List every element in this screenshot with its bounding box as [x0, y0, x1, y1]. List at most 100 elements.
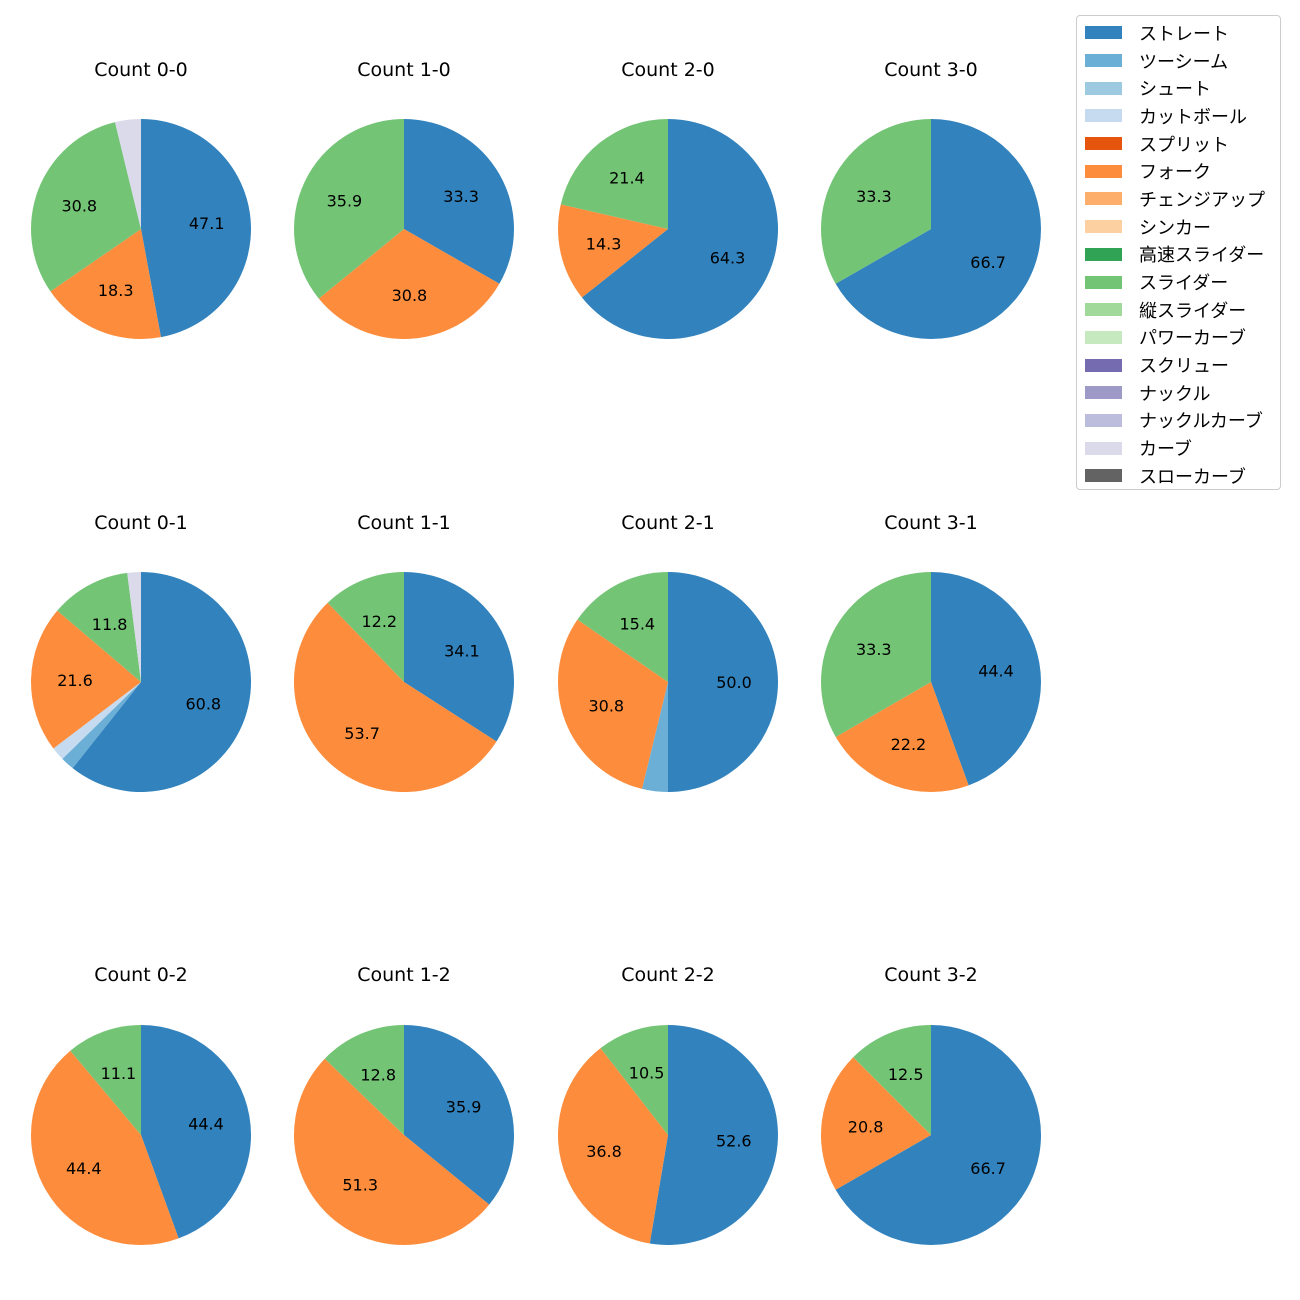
legend-swatch [1085, 164, 1122, 178]
slice-value-label: 33.3 [443, 187, 479, 206]
pie-slice [72, 571, 252, 792]
legend-swatch [1085, 413, 1122, 427]
slice-value-label: 34.1 [444, 641, 480, 660]
slice-value-label: 30.8 [61, 197, 97, 216]
slice-value-label: 18.3 [98, 281, 134, 300]
pie-slice [560, 118, 668, 229]
legend-label: スクリュー [1139, 356, 1229, 378]
legend-swatch [1085, 137, 1122, 151]
legend-item: パワーカーブ [1085, 324, 1280, 352]
pie-slice [668, 572, 778, 792]
pie-slice [30, 122, 141, 292]
pie-slice [557, 204, 668, 298]
slice-value-label: 33.3 [856, 187, 892, 206]
pie-slice [127, 571, 141, 682]
legend-item: スプリット [1085, 130, 1280, 158]
pie-4: Count 3-0 66.7 33.3 [820, 59, 1041, 339]
legend-swatch [1085, 247, 1122, 261]
legend-label: ナックルカーブ [1139, 411, 1263, 433]
legend-item: ストレート [1085, 19, 1280, 47]
legend-swatch [1085, 358, 1122, 372]
pie-slice [324, 1025, 404, 1135]
pie-slice [853, 1025, 931, 1135]
pie-5: Count 0-1 60.8 21.6 11.8 [31, 512, 252, 792]
legend-swatch [1085, 275, 1122, 289]
legend-item: カットボール [1085, 102, 1280, 130]
pie-12: Count 3-2 66.7 20.8 12.5 [821, 964, 1041, 1245]
slice-value-label: 44.4 [66, 1159, 102, 1178]
slice-value-label: 12.2 [361, 612, 397, 631]
pie-slice [641, 682, 668, 792]
pie-slice [404, 118, 515, 284]
pie-slice [835, 682, 969, 793]
legend-label: カットボール [1139, 106, 1247, 128]
pie-1: Count 0-0 47.1 18.3 30.8 [30, 59, 252, 340]
pie-title: Count 3-1 [884, 512, 978, 534]
slice-value-label: 30.8 [588, 697, 624, 716]
legend-item: フォーク [1085, 157, 1280, 185]
pie-title: Count 0-1 [94, 512, 188, 534]
legend-label: 高速スライダー [1139, 245, 1265, 267]
slice-value-label: 12.5 [888, 1065, 924, 1084]
slice-value-label: 21.6 [57, 671, 93, 690]
pie-title: Count 0-2 [94, 964, 188, 986]
pie-slice [577, 572, 668, 682]
pie-slice [318, 229, 500, 340]
pie-slice [835, 1025, 1041, 1245]
pie-slice [835, 119, 1041, 339]
pie-slice [293, 602, 497, 793]
slice-value-label: 66.7 [970, 253, 1006, 272]
slice-value-label: 22.2 [891, 735, 927, 754]
legend-label: ストレート [1139, 23, 1229, 45]
legend-item: シンカー [1085, 213, 1280, 241]
slice-value-label: 15.4 [619, 615, 655, 634]
legend-label: フォーク [1139, 162, 1211, 184]
legend-item: シュート [1085, 74, 1280, 102]
legend-label: シンカー [1139, 217, 1211, 239]
pie-slice [50, 229, 161, 340]
slice-value-label: 21.4 [609, 168, 645, 187]
pie-slice [581, 119, 779, 339]
pie-title: Count 0-0 [94, 59, 188, 81]
pie-slice [141, 1025, 252, 1239]
legend-item: スライダー [1085, 268, 1280, 296]
pie-slice [70, 1025, 141, 1135]
pie-title: Count 2-0 [621, 59, 715, 81]
slice-value-label: 30.8 [392, 286, 428, 305]
pie-title: Count 3-2 [884, 964, 978, 986]
pie-title: Count 3-0 [884, 59, 978, 81]
pie-slice [821, 1057, 931, 1190]
legend-swatch [1085, 469, 1122, 483]
slice-value-label: 36.8 [586, 1142, 622, 1161]
pie-3: Count 2-0 64.3 14.3 21.4 [557, 59, 779, 339]
legend-swatch [1085, 330, 1122, 344]
pie-2: Count 1-0 33.3 30.8 35.9 [293, 59, 515, 340]
legend-label: ナックル [1139, 383, 1211, 405]
slice-value-label: 52.6 [716, 1132, 752, 1151]
legend-item: 縦スライダー [1085, 296, 1280, 324]
pie-slice [820, 119, 931, 284]
slice-value-label: 14.3 [586, 235, 622, 254]
legend-item: スクリュー [1085, 351, 1280, 379]
slice-value-label: 44.4 [978, 662, 1014, 681]
legend-swatch [1085, 386, 1122, 400]
slice-value-label: 35.9 [446, 1098, 482, 1117]
slice-value-label: 35.9 [327, 192, 363, 211]
slice-value-label: 60.8 [185, 695, 221, 714]
legend-item: ツーシーム [1085, 47, 1280, 75]
legend-swatch [1085, 81, 1122, 95]
pie-7: Count 2-1 50.0 30.8 15.4 [557, 512, 778, 792]
slice-value-label: 53.7 [344, 724, 380, 743]
pie-11: Count 2-2 52.6 36.8 10.5 [557, 964, 778, 1245]
pie-slice [404, 572, 514, 742]
pie-slice [293, 118, 404, 299]
legend-item: ナックルカーブ [1085, 407, 1280, 435]
pie-slice [141, 119, 252, 338]
legend-swatch [1085, 192, 1122, 206]
pie-slice [53, 682, 142, 759]
legend-item: チェンジアップ [1085, 185, 1280, 213]
legend-label: シュート [1139, 79, 1211, 101]
slice-value-label: 64.3 [710, 249, 746, 268]
pie-title: Count 1-1 [357, 512, 451, 534]
